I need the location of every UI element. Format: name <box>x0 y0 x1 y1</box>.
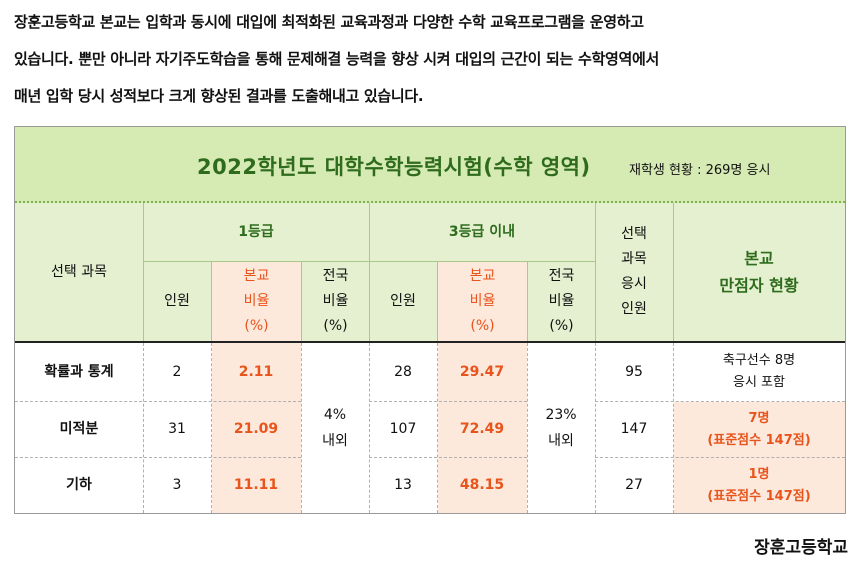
g1-national-ratio-value: 4% <box>323 407 347 423</box>
row3-perfect-l2: (표준점수 147점) <box>707 488 811 504</box>
intro-paragraph: 장훈고등학교 본교는 입학과 동시에 대입에 최적화된 교육과정과 다양한 수학… <box>14 4 854 115</box>
g3-school-ratio-h2: 비율 <box>469 293 496 309</box>
g1-school-ratio-header: 본교 비율 (%) <box>212 262 301 341</box>
header-grade1: 1등급 <box>238 223 274 240</box>
g3-national-ratio-value: 23% <box>545 407 577 423</box>
row2-g1-ratio: 21.09 <box>233 421 279 437</box>
header-applicants-l4: 인원 <box>621 301 647 317</box>
row3-g1-ratio: 11.11 <box>233 477 279 493</box>
g3-school-ratio-h3: (%) <box>470 318 495 334</box>
g3-school-ratio-header: 본교 비율 (%) <box>438 262 527 341</box>
row1-perfect-l2: 응시 포함 <box>733 375 785 390</box>
row3-g3-count: 13 <box>394 477 412 493</box>
g3-national-ratio-h3: (%) <box>549 317 574 334</box>
header-applicants-l3: 응시 <box>621 276 647 292</box>
g3-school-ratio-h1: 본교 <box>469 268 496 284</box>
row3-perfect: 1명 (표준점수 147점) <box>673 458 845 513</box>
table-subtitle: 재학생 현황 : 269명 응시 <box>629 163 771 178</box>
g1-national-ratio-note: 내외 <box>322 433 348 449</box>
header-applicants: 선택 과목 응시 인원 <box>595 203 673 341</box>
g1-school-ratio-h1: 본교 <box>243 268 270 284</box>
intro-line-3: 매년 입학 당시 성적보다 크게 향상된 결과를 도출해내고 있습니다. <box>14 87 424 105</box>
g1-school-ratio-h3: (%) <box>244 318 269 334</box>
header-perfect: 본교 만점자 현황 <box>673 203 845 341</box>
g3-national-ratio-h2: 비율 <box>548 292 575 309</box>
row3-g1-count: 3 <box>172 477 182 493</box>
row1-perfect: 축구선수 8명 응시 포함 <box>673 343 845 401</box>
row3-g3-ratio: 48.15 <box>459 477 505 493</box>
school-signature: 장훈고등학교 <box>754 538 848 558</box>
g1-national-ratio-h2: 비율 <box>322 292 349 309</box>
row2-perfect-l1: 7명 <box>748 410 770 426</box>
g1-national-ratio-h1: 전국 <box>322 267 349 284</box>
row3-subject: 기하 <box>66 477 92 493</box>
g3-count-header: 인원 <box>390 292 416 309</box>
g1-national-ratio-header: 전국 비율 (%) <box>302 261 369 341</box>
row2-applicants: 147 <box>620 421 648 437</box>
row1-subject: 확률과 통계 <box>44 363 114 380</box>
row2-g1-count: 31 <box>168 421 186 437</box>
row1-g3-ratio: 29.47 <box>459 363 505 380</box>
table-title: 2022학년도 대학수학능력시험(수학 영역) <box>197 155 591 179</box>
g3-national-ratio: 23% 내외 <box>527 343 595 513</box>
row1-g3-count: 28 <box>394 363 412 380</box>
g3-national-ratio-note: 내외 <box>548 433 574 449</box>
header-grade3: 3등급 이내 <box>448 223 516 240</box>
table-body: 확률과 통계 2 2.11 28 29.47 95 축구선수 8명 응시 포함 … <box>15 341 845 513</box>
g3-national-ratio-header: 전국 비율 (%) <box>528 261 595 341</box>
intro-line-2: 있습니다. 뿐만 아니라 자기주도학습을 통해 문제해결 능력을 향상 시켜 대… <box>14 50 659 68</box>
header-perfect-l2: 만점자 현황 <box>719 276 799 295</box>
header-perfect-l1: 본교 <box>744 249 774 268</box>
row2-g3-ratio: 72.49 <box>459 421 505 437</box>
intro-line-1: 장훈고등학교 본교는 입학과 동시에 대입에 최적화된 교육과정과 다양한 수학… <box>14 13 644 31</box>
header-applicants-l1: 선택 <box>621 226 647 242</box>
header-applicants-l2: 과목 <box>621 251 647 267</box>
row1-g1-ratio: 2.11 <box>238 363 274 380</box>
row2-perfect: 7명 (표준점수 147점) <box>673 402 845 457</box>
row3-perfect-l1: 1명 <box>748 466 770 482</box>
row2-perfect-l2: (표준점수 147점) <box>707 432 811 448</box>
g1-count-header: 인원 <box>164 292 190 309</box>
row1-perfect-l1: 축구선수 8명 <box>722 353 796 368</box>
row1-applicants: 95 <box>625 363 643 380</box>
g1-national-ratio: 4% 내외 <box>301 343 369 513</box>
row2-subject: 미적분 <box>59 421 99 437</box>
row1-g1-count: 2 <box>172 363 182 380</box>
g1-school-ratio-h2: 비율 <box>243 293 270 309</box>
table-header: 선택 과목 1등급 3등급 이내 선택 과목 응시 인원 본교 만점자 현황 인… <box>15 203 845 341</box>
header-subject: 선택 과목 <box>51 263 107 280</box>
g3-national-ratio-h1: 전국 <box>548 267 575 284</box>
row3-applicants: 27 <box>625 477 643 493</box>
row2-g3-count: 107 <box>389 421 417 437</box>
results-table: 2022학년도 대학수학능력시험(수학 영역) 재학생 현황 : 269명 응시… <box>14 126 846 514</box>
table-banner: 2022학년도 대학수학능력시험(수학 영역) 재학생 현황 : 269명 응시 <box>15 127 845 203</box>
g1-national-ratio-h3: (%) <box>323 317 348 334</box>
